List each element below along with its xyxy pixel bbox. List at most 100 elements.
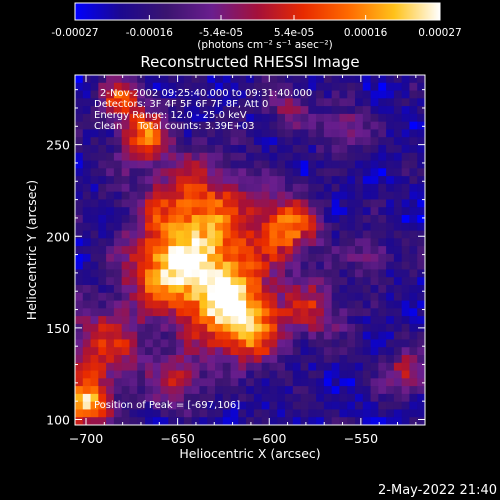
- heatmap-cell: [207, 409, 216, 418]
- heatmap-cell: [316, 378, 325, 387]
- heatmap-cell: [417, 129, 425, 138]
- heatmap-cell: [168, 238, 177, 247]
- heatmap-cell: [253, 300, 263, 309]
- heatmap-cell: [277, 417, 286, 425]
- heatmap-cell: [215, 191, 224, 201]
- heatmap-cell: [386, 316, 395, 325]
- heatmap-cell: [246, 90, 255, 99]
- heatmap-cell: [145, 145, 154, 154]
- heatmap-cell: [98, 331, 107, 341]
- heatmap-cell: [331, 409, 341, 418]
- heatmap-cell: [75, 285, 84, 294]
- heatmap-cell: [292, 215, 302, 224]
- heatmap-cell: [393, 207, 403, 216]
- heatmap-cell: [370, 308, 379, 317]
- heatmap-cell: [82, 292, 92, 302]
- heatmap-cell: [323, 75, 333, 84]
- heatmap-cell: [331, 253, 341, 263]
- heatmap-cell: [168, 308, 177, 317]
- heatmap-cell: [417, 285, 425, 294]
- colorbar-frame: [74, 2, 441, 21]
- heatmap-cell: [308, 409, 317, 418]
- heatmap-cell: [215, 230, 224, 239]
- heatmap-cell: [370, 152, 379, 162]
- heatmap-cell: [386, 370, 395, 379]
- heatmap-cell: [129, 238, 138, 247]
- heatmap-cell: [308, 176, 317, 185]
- heatmap-cell: [183, 386, 193, 395]
- heatmap-cell: [409, 300, 418, 309]
- heatmap-cell: [152, 168, 162, 177]
- heatmap-cell: [246, 253, 255, 263]
- heatmap-cell: [121, 90, 131, 99]
- heatmap-cell: [191, 285, 201, 294]
- heatmap-cell: [121, 347, 131, 356]
- heatmap-cell: [176, 168, 185, 177]
- heatmap-cell: [253, 277, 263, 286]
- heatmap-cell: [378, 238, 387, 247]
- heatmap-cell: [300, 152, 309, 162]
- heatmap-cell: [246, 370, 255, 379]
- heatmap-cell: [90, 331, 99, 341]
- heatmap-cell: [90, 199, 99, 208]
- heatmap-cell: [308, 300, 317, 309]
- heatmap-cell: [401, 90, 411, 99]
- heatmap-cell: [215, 199, 224, 208]
- heatmap-cell: [176, 386, 185, 395]
- heatmap-cell: [339, 129, 348, 138]
- heatmap-cell: [152, 222, 162, 232]
- heatmap-cell: [362, 90, 372, 99]
- x-axis-ticks: −700 −650 −600 −550: [69, 75, 417, 446]
- heatmap-cell: [393, 145, 403, 154]
- footer-timestamp: 2-May-2022 21:40: [378, 483, 497, 498]
- heatmap-cell: [82, 199, 92, 208]
- heatmap-cell: [277, 292, 286, 302]
- heatmap-cell: [145, 292, 154, 302]
- heatmap-cell: [269, 292, 278, 302]
- heatmap-cell: [277, 347, 286, 356]
- heatmap-cell: [129, 331, 138, 341]
- heatmap-cell: [339, 160, 348, 169]
- heatmap-cell: [137, 378, 146, 387]
- heatmap-cell: [401, 292, 411, 302]
- heatmap-cell: [121, 230, 131, 239]
- heatmap-cell: [378, 331, 387, 341]
- heatmap-cell: [308, 277, 317, 286]
- heatmap-cell: [137, 401, 146, 411]
- heatmap-cell: [331, 292, 341, 302]
- heatmap-cell: [386, 98, 395, 107]
- heatmap-cell: [261, 362, 271, 372]
- heatmap-cell: [183, 183, 193, 193]
- heatmap-cell: [370, 347, 379, 356]
- heatmap-cell: [316, 253, 325, 263]
- heatmap-cell: [292, 362, 302, 372]
- heatmap-cell: [215, 323, 224, 333]
- heatmap-cell: [160, 316, 169, 325]
- heatmap-cell: [393, 230, 403, 239]
- heatmap-cell: [308, 191, 317, 201]
- heatmap-cell: [378, 160, 387, 169]
- heatmap-cell: [75, 75, 84, 84]
- heatmap-cell: [308, 292, 317, 302]
- heatmap-cell: [113, 409, 123, 418]
- heatmap-cell: [308, 145, 317, 154]
- heatmap-cell: [277, 113, 286, 123]
- heatmap-cell: [113, 355, 123, 364]
- heatmap-cell: [215, 129, 224, 138]
- heatmap-image: [75, 75, 425, 425]
- heatmap-cell: [378, 246, 387, 255]
- heatmap-cell: [145, 222, 154, 232]
- heatmap-cell: [386, 323, 395, 333]
- heatmap-cell: [222, 401, 232, 411]
- heatmap-cell: [183, 222, 193, 232]
- heatmap-cell: [362, 285, 372, 294]
- heatmap-cell: [176, 238, 185, 247]
- heatmap-cell: [300, 145, 309, 154]
- heatmap-cell: [160, 409, 169, 418]
- heatmap-cell: [145, 121, 154, 131]
- heatmap-cell: [292, 331, 302, 341]
- heatmap-cell: [316, 238, 325, 247]
- heatmap-cell: [215, 362, 224, 372]
- heatmap-cell: [355, 215, 364, 224]
- heatmap-cell: [113, 207, 123, 216]
